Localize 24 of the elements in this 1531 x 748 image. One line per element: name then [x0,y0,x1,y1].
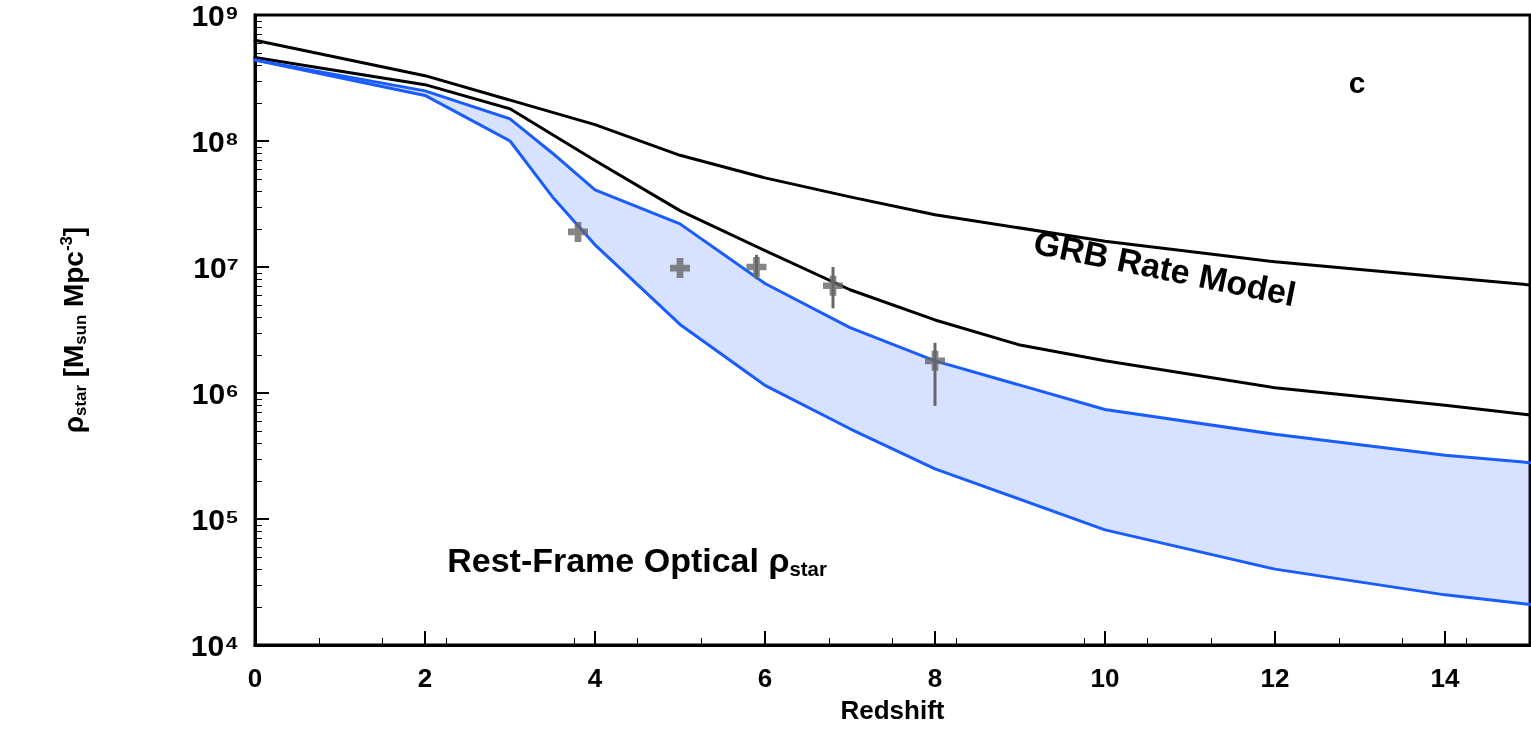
x-tick-label: 12 [1260,663,1290,693]
x-tick-label: 2 [417,663,433,693]
x-tick-label: 0 [247,663,263,693]
annotation: Rest-Frame Optical ρstar [447,541,827,580]
x-tick-label: 14 [1430,663,1460,693]
y-axis-title: ρstar [Msun Mpc-3] [56,226,91,434]
point [568,221,588,242]
y-tick-label: 10⁷ [193,250,239,284]
y-tick-label: 10⁵ [191,502,239,536]
annotation: GRB Rate Model [1030,222,1300,314]
x-tick-label: 4 [587,663,603,693]
annotation: c [1348,65,1366,99]
y-tick-label: 10⁴ [190,628,239,662]
y-tick-label: 10⁶ [191,376,239,410]
point [823,275,843,296]
x-tick-label: 10 [1090,663,1120,693]
point [670,258,690,279]
x-axis-title: Redshift [840,695,945,725]
point [925,350,945,371]
x-tick-label: 8 [927,663,943,693]
point [746,257,767,277]
y-tick-label: 10⁹ [191,0,239,32]
y-tick-label: 10⁸ [191,124,239,158]
x-tick-label: 6 [757,663,773,693]
